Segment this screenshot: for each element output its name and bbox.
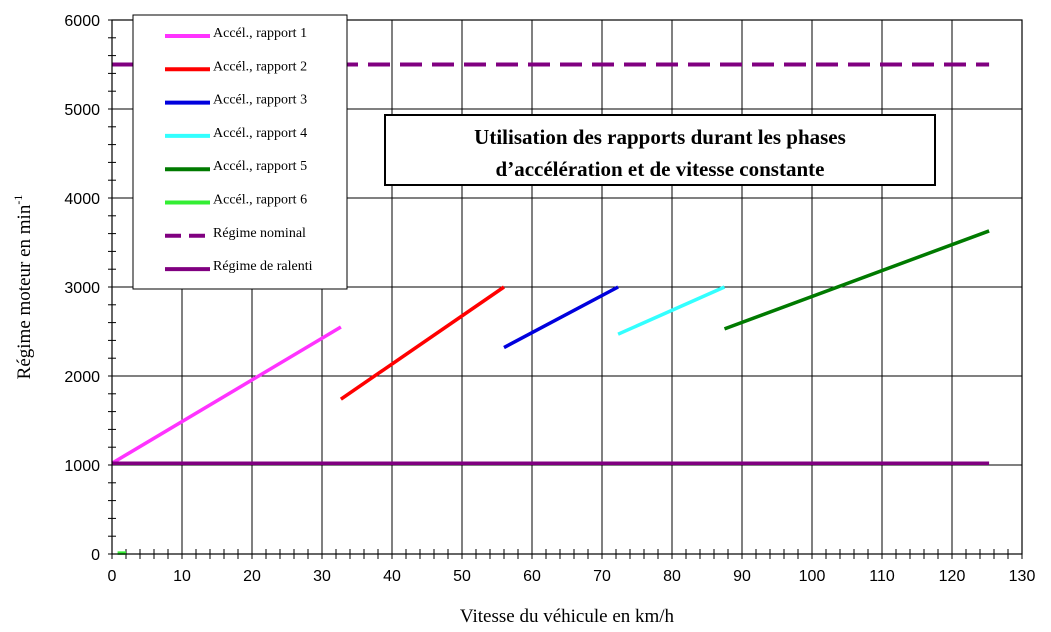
legend-label-4: Accél., rapport 4	[213, 126, 307, 141]
x-tick-label: 50	[453, 568, 471, 585]
x-tick-label: 10	[173, 568, 191, 585]
y-tick-label: 2000	[64, 369, 100, 386]
x-axis-title: Vitesse du véhicule en km/h	[460, 606, 675, 627]
grid	[112, 20, 1022, 554]
legend-label-8: Régime de ralenti	[213, 259, 313, 274]
y-tick-label: 0	[91, 547, 100, 564]
y-axis-title: Régime moteur en min-1	[11, 195, 35, 380]
annotation-line-1: Utilisation des rapports durant les phas…	[474, 125, 846, 149]
legend-label-5: Accél., rapport 5	[213, 159, 307, 174]
y-tick-label: 4000	[64, 191, 100, 208]
series-line-5	[723, 229, 990, 331]
legend-label-7: Régime nominal	[213, 226, 306, 241]
x-tick-label: 40	[383, 568, 401, 585]
plot-frame	[111, 19, 1023, 555]
y-tick-label: 5000	[64, 102, 100, 119]
x-tick-label: 80	[663, 568, 681, 585]
y-tick-labels: 0 1000 2000 3000 4000 5000 6000	[64, 13, 100, 564]
x-tick-label: 30	[313, 568, 331, 585]
series-line-4	[617, 285, 726, 336]
x-tick-label: 110	[869, 568, 895, 585]
x-tick-label: 120	[939, 568, 966, 585]
legend-label-3: Accél., rapport 3	[213, 93, 307, 108]
y-tick-label: 1000	[64, 458, 100, 475]
legend-label-1: Accél., rapport 1	[213, 26, 307, 41]
y-tick-label: 6000	[64, 13, 100, 30]
legend-box	[132, 14, 348, 290]
series-line-3	[503, 285, 619, 350]
y-axis-title-superscript: -1	[11, 195, 25, 205]
legend: Accél., rapport 1 Accél., rapport 2 Accél.…	[132, 14, 348, 290]
y-tick-label: 3000	[64, 280, 100, 297]
series-line-2	[339, 285, 505, 401]
x-tick-label: 20	[243, 568, 261, 585]
x-tick-label: 60	[523, 568, 541, 585]
x-tick-label: 70	[593, 568, 611, 585]
x-tick-label: 0	[108, 568, 117, 585]
y-axis-title-main: Régime moteur en min	[14, 204, 35, 379]
series-line-1	[111, 325, 342, 465]
x-tick-labels: 0 10 20 30 40 50 60 70 80 90 100 110 120 130	[108, 568, 1036, 585]
legend-label-2: Accél., rapport 2	[213, 59, 307, 74]
x-tick-label: 100	[799, 568, 826, 585]
annotation-frame	[384, 114, 936, 186]
x-tick-label: 90	[733, 568, 751, 585]
annotation-box: Utilisation des rapports durant les phas…	[384, 114, 936, 186]
annotation-line-2: d’accélération et de vitesse constante	[496, 157, 825, 181]
legend-label-6: Accél., rapport 6	[213, 193, 307, 208]
x-tick-label: 130	[1009, 568, 1036, 585]
